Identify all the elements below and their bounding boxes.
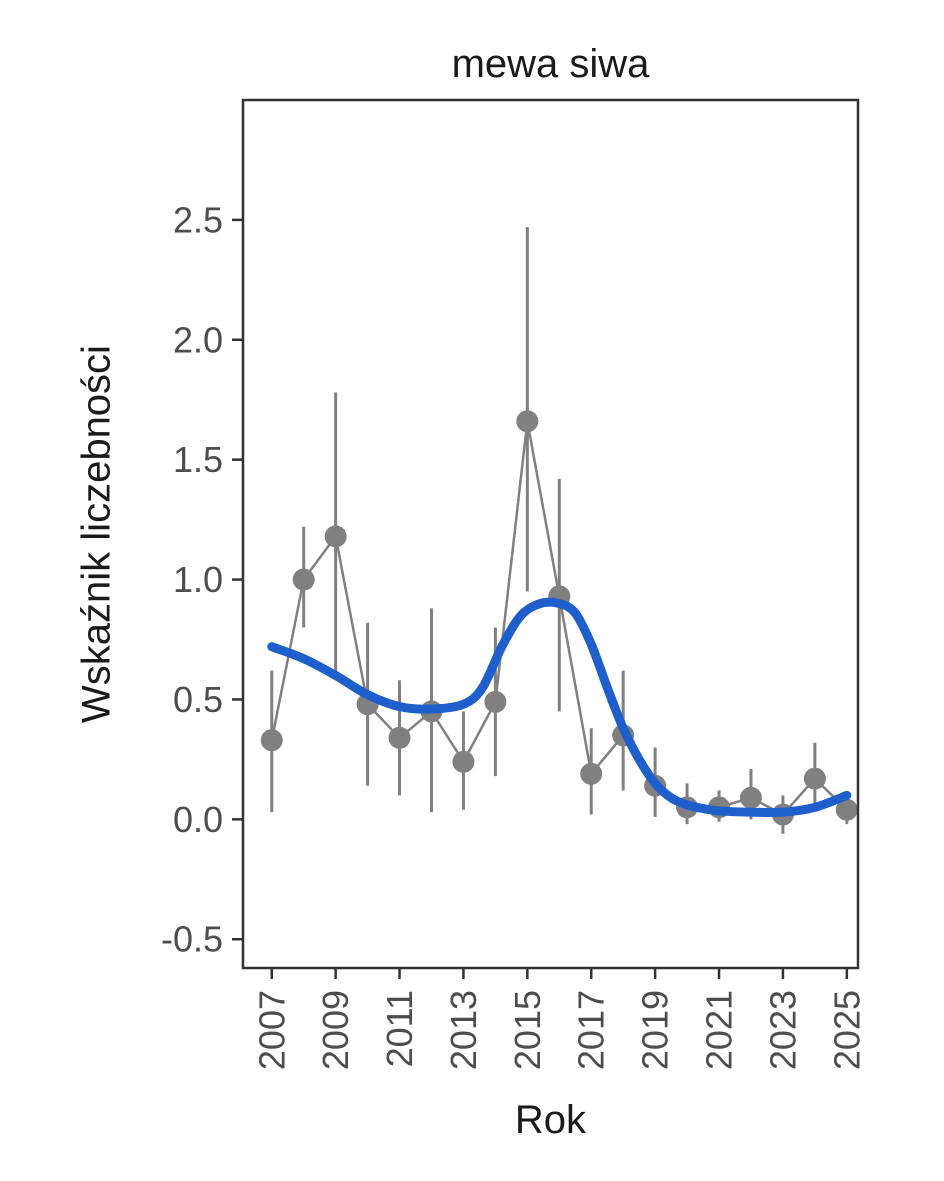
y-tick-label: 1.5 (173, 439, 223, 480)
y-tick-label: -0.5 (161, 919, 223, 960)
data-point (388, 726, 411, 749)
y-tick-label: 2.0 (173, 319, 223, 360)
y-tick-label: 0.5 (173, 679, 223, 720)
x-tick-label: 2021 (699, 990, 740, 1070)
x-tick-label: 2023 (762, 990, 803, 1070)
x-tick-label: 2009 (315, 990, 356, 1070)
x-tick-label: 2007 (251, 990, 292, 1070)
y-tick-label: 2.5 (173, 199, 223, 240)
x-tick-label: 2019 (635, 990, 676, 1070)
data-point (739, 786, 762, 809)
data-point (580, 762, 603, 785)
x-tick-label: 2011 (379, 990, 420, 1067)
x-tick-label: 2025 (826, 990, 867, 1070)
x-tick-label: 2017 (571, 990, 612, 1070)
chart-title: mewa siwa (451, 42, 650, 86)
data-point (516, 410, 539, 433)
data-point (452, 750, 475, 773)
y-axis-ticks: -0.5 0.0 0.5 1.0 1.5 2.0 2.5 (161, 199, 243, 960)
data-point (260, 729, 283, 752)
x-tick-label: 2013 (443, 990, 484, 1070)
data-point (292, 568, 315, 591)
data-point (835, 798, 858, 821)
y-tick-label: 0.0 (173, 799, 223, 840)
data-point (324, 525, 347, 548)
x-tick-label: 2015 (507, 990, 548, 1070)
x-axis-label: Rok (514, 1098, 587, 1142)
y-tick-label: 1.0 (173, 559, 223, 600)
smooth-line (267, 597, 852, 818)
data-point (484, 690, 507, 713)
plot-border (241, 98, 860, 970)
error-bars (270, 227, 849, 834)
data-point (803, 767, 826, 790)
x-axis-ticks: 2007 2009 2011 2013 2015 2017 2019 2021 2023 2025 (251, 968, 867, 1070)
